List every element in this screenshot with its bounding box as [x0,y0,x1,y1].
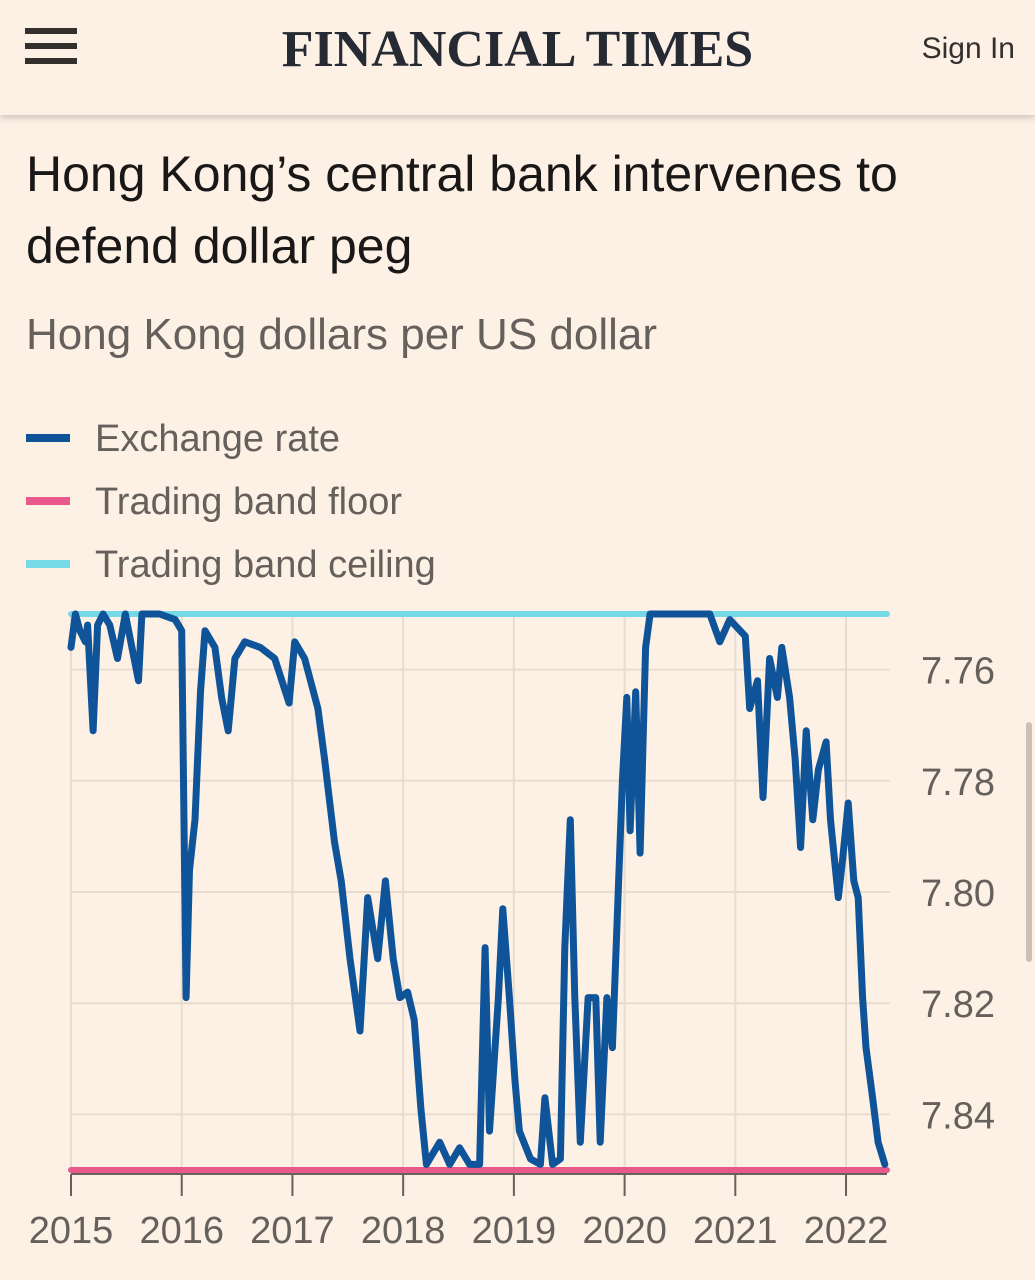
y-tick-label: 7.82 [921,984,995,1026]
x-tick-label: 2017 [250,1210,335,1252]
x-tick-label: 2021 [693,1210,778,1252]
x-tick-label: 2019 [472,1210,557,1252]
legend-label: Exchange rate [95,418,340,460]
y-tick-label: 7.76 [921,651,995,693]
sign-in[interactable]: Sign In [921,32,1015,65]
y-tick-label: 7.78 [921,762,995,804]
logo[interactable]: FINANCIAL TIMES [281,21,754,78]
y-tick-label: 7.84 [921,1095,995,1137]
header: FINANCIAL TIMES Sign In [0,0,1035,115]
x-tick-label: 2016 [139,1210,224,1252]
line-series [67,610,889,1168]
x-tick-label: 2018 [361,1210,446,1252]
x-tick-label: 2015 [29,1210,114,1252]
x-tick-label: 2022 [804,1210,889,1252]
legend-label: Trading band ceiling [95,544,436,586]
menu-button[interactable] [25,28,77,68]
legend-label: Trading band floor [95,481,402,523]
chart-title: Hong Kong’s central bank intervenes to d… [26,146,898,274]
x-tick-label: 2020 [582,1210,667,1252]
y-tick-label: 7.80 [921,873,995,915]
scrollbar[interactable] [1026,722,1032,962]
chart-subtitle: Hong Kong dollars per US dollar [26,310,658,359]
